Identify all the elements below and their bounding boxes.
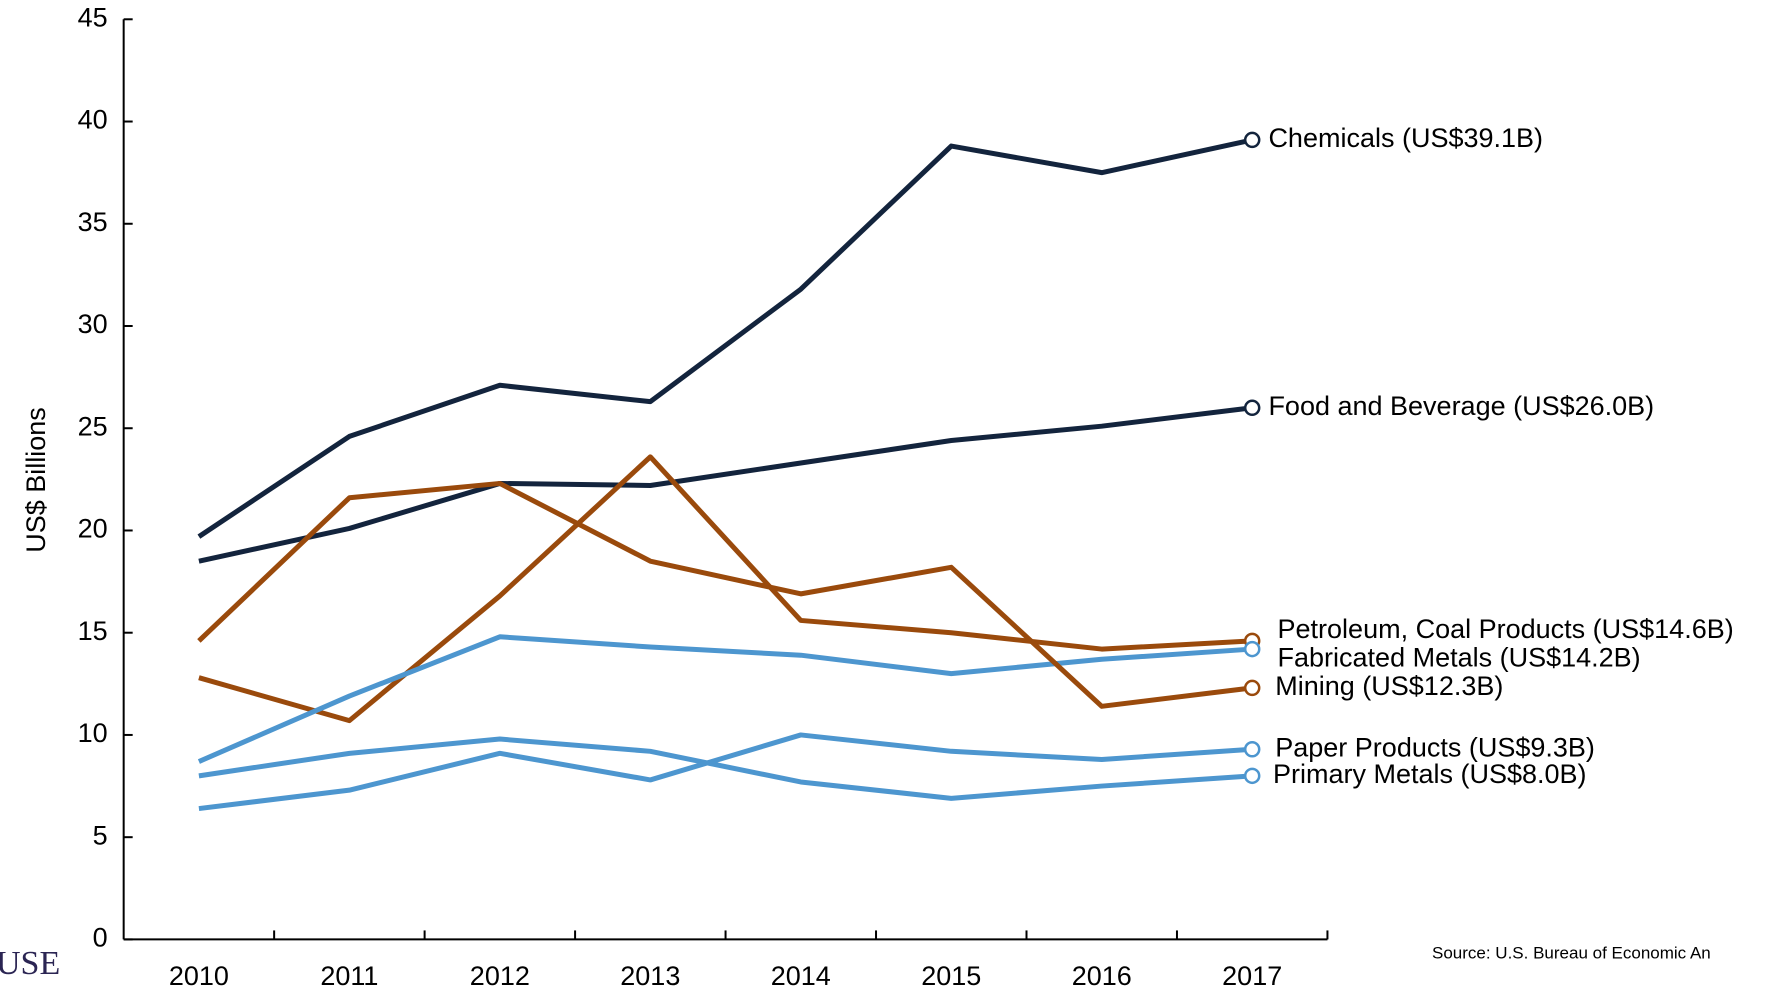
x-tick-label: 2012 [470, 961, 530, 990]
series-line [198, 732, 1253, 812]
y-tick-label: 40 [78, 105, 108, 135]
series-label: Primary Metals (US$8.0B) [1273, 759, 1587, 789]
end-marker [1243, 679, 1261, 697]
series-label: Mining (US$12.3B) [1275, 671, 1503, 701]
source-note: Source: U.S. Bureau of Economic An [1432, 943, 1711, 962]
y-tick-label: 45 [78, 2, 108, 32]
series-line [197, 137, 1253, 539]
y-tick-label: 15 [78, 616, 108, 646]
y-tick-label: 10 [78, 718, 108, 748]
series-line [197, 480, 1253, 709]
x-tick-label: 2017 [1222, 961, 1282, 990]
x-tick-label: 2015 [921, 961, 981, 990]
x-tick-label: 2016 [1072, 961, 1132, 990]
end-marker [1243, 131, 1261, 149]
end-marker [1243, 767, 1261, 785]
x-tick-label: 2010 [169, 961, 229, 990]
series-line [197, 634, 1253, 764]
logo: USE [0, 945, 60, 982]
series-label: Fabricated Metals (US$14.2B) [1278, 642, 1641, 672]
series-line [198, 454, 1253, 724]
y-tick-label: 0 [93, 923, 108, 953]
end-marker [1243, 741, 1261, 758]
x-tick-label: 2013 [620, 961, 680, 990]
end-marker [1243, 399, 1261, 417]
y-tick-label: 35 [78, 207, 108, 237]
x-tick-label: 2014 [771, 961, 831, 990]
series-label: Petroleum, Coal Products (US$14.6B) [1278, 614, 1734, 644]
series-label: Food and Beverage (US$26.0B) [1268, 391, 1654, 421]
end-marker [1243, 640, 1261, 658]
series-label: Paper Products (US$9.3B) [1275, 732, 1595, 762]
y-tick-label: 25 [78, 411, 108, 441]
series-line [198, 736, 1253, 801]
y-tick-label: 30 [78, 309, 108, 339]
y-tick-label: 20 [78, 514, 108, 544]
x-tick-label: 2011 [320, 961, 378, 990]
series-line [198, 405, 1253, 564]
y-tick-label: 5 [93, 820, 108, 850]
series-label: Chemicals (US$39.1B) [1268, 123, 1543, 153]
y-axis-label: US$ Billions [21, 407, 51, 553]
